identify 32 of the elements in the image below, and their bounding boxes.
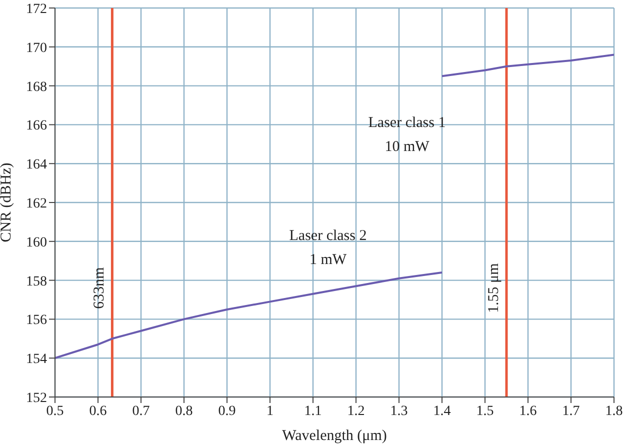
y-tick-label: 156: [26, 313, 47, 328]
x-tick-label: 1.7: [562, 404, 580, 419]
x-axis-title: Wavelength (μm): [282, 428, 387, 444]
y-tick-label: 166: [26, 118, 47, 134]
y-axis-title: CNR (dBHz): [0, 162, 14, 242]
y-tick-label: 168: [26, 80, 47, 95]
y-tick-label: 152: [26, 390, 47, 406]
y-tick-label: 160: [26, 235, 47, 250]
y-tick-label: 158: [26, 274, 47, 290]
x-tick-label: 1.1: [304, 404, 322, 419]
x-tick-label: 0.6: [89, 404, 107, 419]
ref-line-label: 1.55 μm: [486, 262, 502, 313]
x-tick-label: 1.3: [390, 404, 408, 419]
y-tick-label: 164: [26, 158, 47, 173]
annotation: Laser class 2 1 mW: [289, 228, 367, 268]
line-series: [441, 54, 614, 78]
x-tick-label: 1.4: [433, 404, 451, 419]
x-tick-label: 1.6: [519, 404, 537, 419]
x-tick-label: 0.8: [175, 404, 193, 419]
y-tick-label: 162: [26, 196, 47, 212]
y-tick-label: 172: [26, 2, 47, 17]
x-tick-label: 0.7: [132, 404, 150, 419]
x-tick-label: 1: [266, 404, 274, 419]
x-tick-label: 0.9: [218, 404, 236, 419]
annotation: Laser class 1 10 mW: [368, 116, 446, 156]
y-tick-label: 170: [26, 40, 47, 56]
x-tick-label: 1.2: [347, 404, 365, 419]
ref-line-label: 633nm: [92, 266, 108, 309]
x-tick-label: 1.8: [605, 404, 623, 419]
x-tick-label: 1.5: [476, 404, 494, 419]
x-tick-label: 0.5: [46, 404, 64, 419]
y-tick-label: 154: [26, 352, 47, 368]
